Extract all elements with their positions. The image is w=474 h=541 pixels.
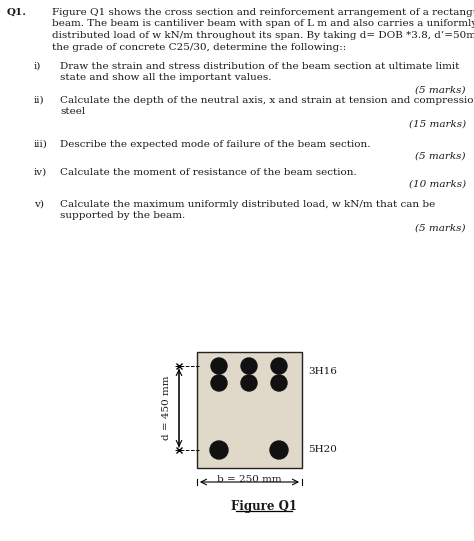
Text: Calculate the maximum uniformly distributed load, w kN/m that can be: Calculate the maximum uniformly distribu… bbox=[60, 200, 435, 209]
Text: Figure Q1: Figure Q1 bbox=[231, 500, 298, 513]
Text: (5 marks): (5 marks) bbox=[416, 224, 466, 233]
Circle shape bbox=[211, 375, 227, 391]
Text: 3H16: 3H16 bbox=[308, 366, 337, 375]
Text: beam. The beam is cantiliver beam with span of L m and also carries a uniformly: beam. The beam is cantiliver beam with s… bbox=[52, 19, 474, 29]
Text: ii): ii) bbox=[34, 96, 45, 105]
Text: Calculate the moment of resistance of the beam section.: Calculate the moment of resistance of th… bbox=[60, 168, 357, 177]
Circle shape bbox=[210, 441, 228, 459]
Circle shape bbox=[211, 358, 227, 374]
Text: the grade of concrete C25/30, determine the following::: the grade of concrete C25/30, determine … bbox=[52, 43, 346, 51]
Bar bbox=[197, 352, 302, 468]
Text: d = 450 mm: d = 450 mm bbox=[163, 376, 172, 440]
Text: b = 250 mm: b = 250 mm bbox=[217, 475, 282, 484]
Text: state and show all the important values.: state and show all the important values. bbox=[60, 74, 272, 82]
Text: iii): iii) bbox=[34, 140, 48, 149]
Text: steel: steel bbox=[60, 108, 85, 116]
Text: 5H20: 5H20 bbox=[308, 445, 337, 454]
Circle shape bbox=[241, 358, 257, 374]
Text: iv): iv) bbox=[34, 168, 47, 177]
Text: Figure Q1 shows the cross section and reinforcement arrangement of a rectangular: Figure Q1 shows the cross section and re… bbox=[52, 8, 474, 17]
Text: (15 marks): (15 marks) bbox=[409, 120, 466, 129]
Circle shape bbox=[241, 375, 257, 391]
Circle shape bbox=[271, 375, 287, 391]
Text: v): v) bbox=[34, 200, 44, 209]
Text: (10 marks): (10 marks) bbox=[409, 180, 466, 189]
Circle shape bbox=[271, 358, 287, 374]
Circle shape bbox=[270, 441, 288, 459]
Text: i): i) bbox=[34, 62, 41, 71]
Text: distributed load of w kN/m throughout its span. By taking d= DOB *3.8, d’=50mm a: distributed load of w kN/m throughout it… bbox=[52, 31, 474, 40]
Text: (5 marks): (5 marks) bbox=[416, 152, 466, 161]
Text: Draw the strain and stress distribution of the beam section at ultimate limit: Draw the strain and stress distribution … bbox=[60, 62, 459, 71]
Text: (5 marks): (5 marks) bbox=[416, 86, 466, 95]
Text: Describe the expected mode of failure of the beam section.: Describe the expected mode of failure of… bbox=[60, 140, 371, 149]
Text: Calculate the depth of the neutral axis, x and strain at tension and compression: Calculate the depth of the neutral axis,… bbox=[60, 96, 474, 105]
Text: supported by the beam.: supported by the beam. bbox=[60, 212, 185, 221]
Text: Q1.: Q1. bbox=[7, 8, 27, 17]
